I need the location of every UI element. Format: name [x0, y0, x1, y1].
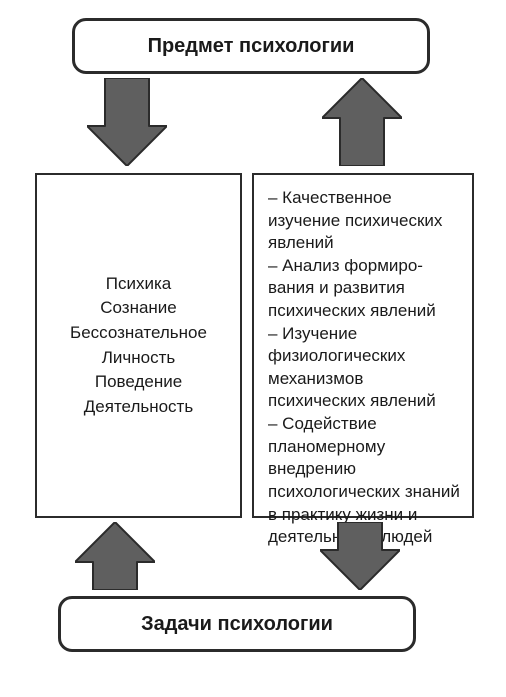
tasks-box: – Качественное изучение психических явле… [252, 173, 474, 518]
concepts-item: Психика [106, 272, 171, 297]
concepts-item: Личность [102, 346, 176, 371]
subject-title-text: Предмет психологии [148, 35, 355, 58]
tasks-item: – Анализ формиро-вания и развития психич… [268, 255, 460, 323]
arrow-down-left [87, 78, 167, 166]
subject-title-box: Предмет психологии [72, 18, 430, 74]
concepts-item: Поведение [95, 370, 182, 395]
concepts-box: ПсихикаСознаниеБессознательноеЛичностьПо… [35, 173, 242, 518]
concepts-item: Сознание [100, 296, 177, 321]
tasks-item: – Качественное изучение психических явле… [268, 187, 460, 255]
diagram-canvas: Предмет психологии ПсихикаСознаниеБессоз… [0, 0, 506, 697]
concepts-item: Деятельность [84, 395, 193, 420]
tasks-title-box: Задачи психологии [58, 596, 416, 652]
tasks-title-text: Задачи психологии [141, 613, 333, 636]
arrow-up-left-bottom [75, 522, 155, 590]
tasks-item: – Изучение физиологических механизмов пс… [268, 323, 460, 413]
arrow-down-right-bottom [320, 522, 400, 590]
arrow-up-right [322, 78, 402, 166]
concepts-item: Бессознательное [70, 321, 207, 346]
